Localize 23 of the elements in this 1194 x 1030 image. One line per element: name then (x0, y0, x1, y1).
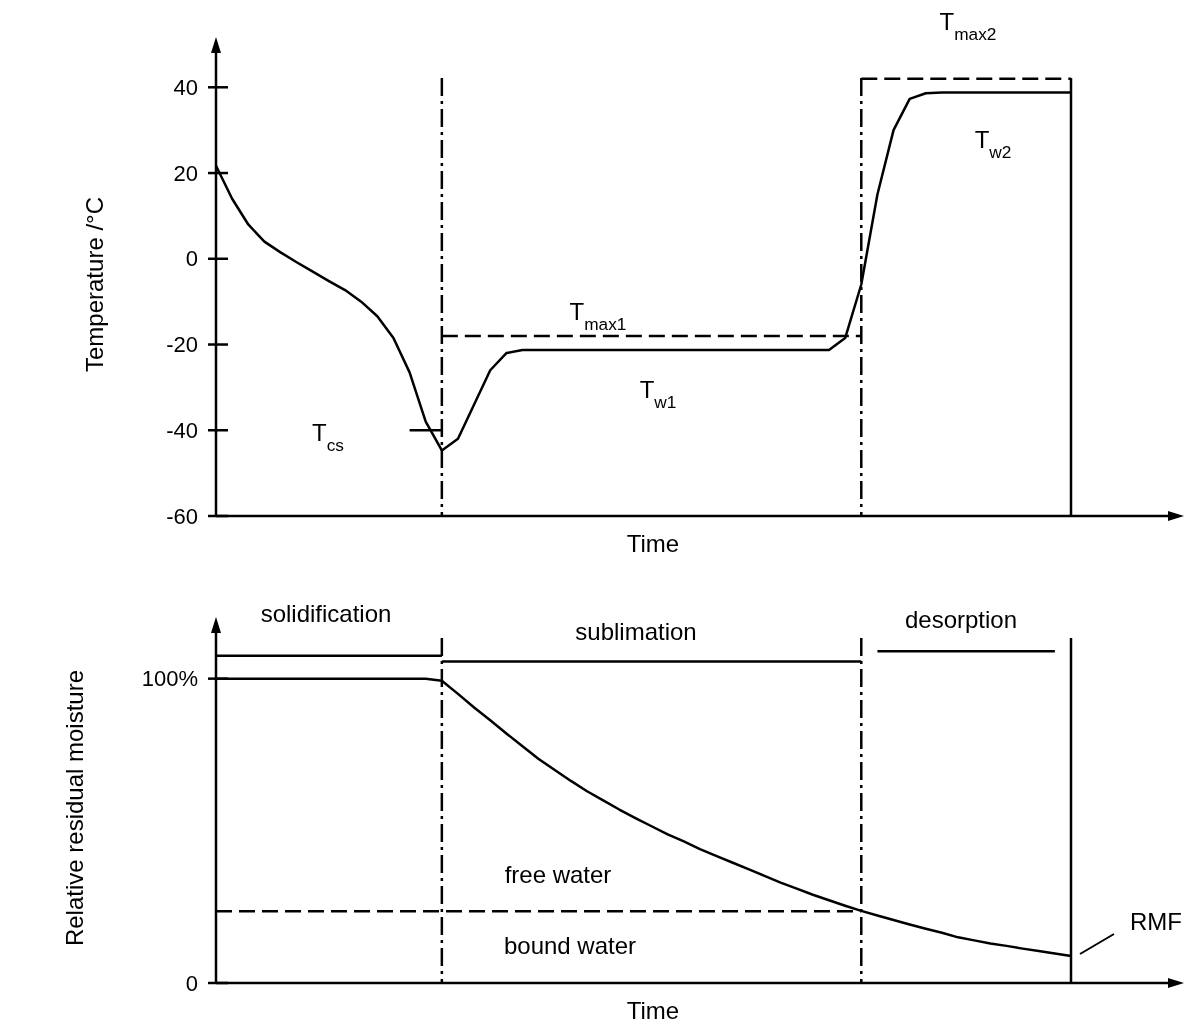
text: solidification (260, 600, 392, 627)
y-tick-label: -40 (166, 417, 198, 443)
annotation: free water (504, 861, 612, 888)
y-axis-title: Relative residual moisture (61, 669, 88, 947)
y-tick-label: 20 (173, 160, 198, 186)
y-tick-label: 40 (173, 75, 198, 100)
annotation: T$_{w2}$ (974, 126, 1012, 162)
text: RMF (1130, 908, 1182, 935)
y-tick-label: 100% (141, 666, 198, 692)
text: T$_{max2}$ (939, 8, 997, 44)
annotation: bound water (503, 932, 637, 959)
y-tick-label: 0 (185, 970, 198, 996)
x-axis-title: Time (626, 997, 680, 1024)
annotation: T$_{w1}$ (639, 376, 677, 412)
annotation: T$_{max1}$ (569, 298, 627, 334)
x-axis-title: Time (626, 530, 680, 557)
y-tick-label: -20 (166, 332, 198, 358)
y-tick-label: 0 (185, 246, 198, 272)
y-axis-title: Temperature /°C (81, 197, 108, 372)
y-tick-label: -60 (166, 503, 198, 529)
annotation: sublimation (575, 618, 697, 645)
annotation: desorption (904, 606, 1018, 633)
annotation: T$_{cs}$ (312, 419, 345, 455)
